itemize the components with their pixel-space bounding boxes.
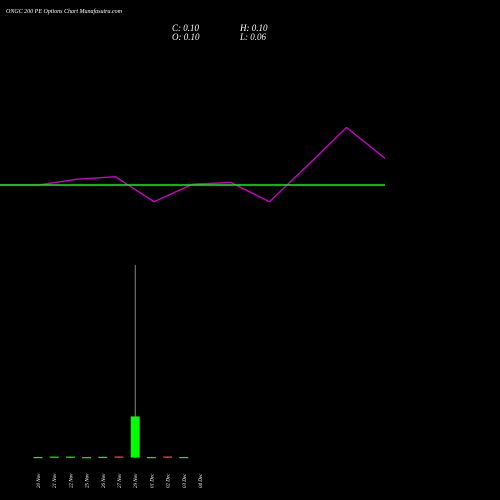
candle-body [65, 456, 75, 458]
x-tick-label: 02 Dec [167, 473, 172, 488]
x-tick-label: 03 Dec [183, 473, 188, 488]
candle-body [82, 457, 92, 459]
x-tick-label: 22 Nov [69, 473, 74, 488]
x-tick-label: 29 Nov [134, 473, 139, 488]
close-value: C: 0.10 [172, 23, 199, 33]
candle-body [146, 457, 156, 459]
x-axis-labels: 20 Nov 21 Nov 22 Nov 25 Nov 26 Nov 27 Nov 29 N… [37, 473, 204, 488]
candlestick-chart [33, 264, 189, 459]
candle-body [163, 456, 173, 458]
chart-title: ONGC 200 PE Options Chart Munafasutra.co… [6, 9, 123, 15]
candle-body [130, 416, 140, 458]
x-tick-label: 26 Nov [102, 473, 107, 488]
candle-body [114, 456, 124, 458]
x-tick-label: 04 Dec [199, 473, 204, 488]
candle-body [179, 457, 189, 459]
x-tick-label: 20 Nov [37, 473, 42, 488]
x-tick-label: 25 Nov [86, 473, 91, 488]
candle-body [98, 456, 108, 458]
x-tick-label: 21 Nov [53, 473, 58, 488]
upper-series-line [0, 126, 386, 203]
high-value: H: 0.10 [240, 23, 268, 33]
x-tick-label: 01 Dec [150, 473, 155, 488]
open-value: O: 0.10 [172, 32, 200, 42]
candle-body [33, 457, 43, 459]
line-chart [0, 126, 386, 203]
x-tick-label: 27 Nov [118, 473, 123, 488]
candle-body [49, 456, 59, 458]
low-value: L: 0.06 [240, 32, 267, 42]
